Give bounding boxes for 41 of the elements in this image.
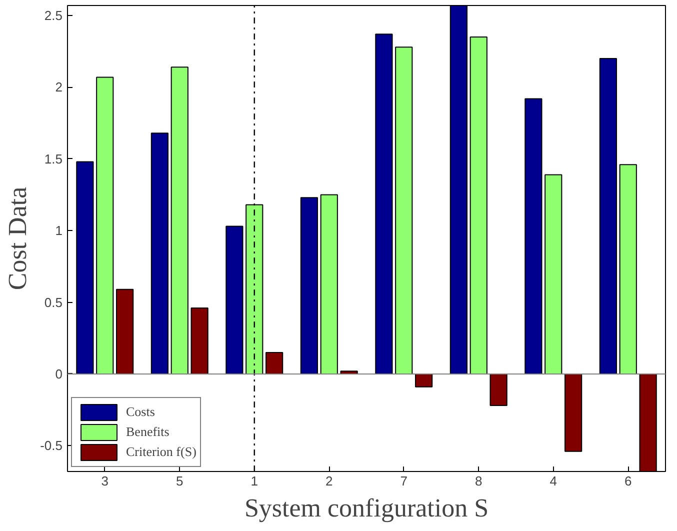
bar xyxy=(96,76,114,374)
bar xyxy=(226,226,244,374)
y-tick-label: 1.5 xyxy=(44,151,63,166)
y-tick-label: 2 xyxy=(55,80,63,95)
y-tick-label: 1 xyxy=(55,223,63,238)
y-tick-label: 0 xyxy=(55,366,63,382)
bar xyxy=(470,36,488,374)
legend-label: Criterion f(S) xyxy=(126,444,196,460)
y-tick-label: 0.5 xyxy=(44,294,63,310)
bar xyxy=(490,374,508,406)
bar xyxy=(266,352,284,374)
bar xyxy=(599,58,617,374)
legend-label: Benefits xyxy=(126,424,170,440)
bar xyxy=(375,34,393,374)
bar xyxy=(116,288,134,374)
y-tick-label: -0.5 xyxy=(40,438,63,454)
y-tick-label: 2.5 xyxy=(44,8,63,24)
x-tick-label: 3 xyxy=(101,474,108,488)
bar xyxy=(170,66,188,374)
x-tick-label: 4 xyxy=(550,474,557,488)
x-tick-label: 2 xyxy=(326,474,333,488)
x-tick-label: 1 xyxy=(250,474,258,488)
x-tick-label: 5 xyxy=(176,474,184,488)
x-axis-title: System configuration S xyxy=(244,494,489,522)
bar xyxy=(190,308,208,374)
bar xyxy=(415,374,433,388)
legend-label: Costs xyxy=(126,404,155,420)
bar xyxy=(320,194,338,374)
bar xyxy=(300,197,318,374)
bar xyxy=(564,374,582,452)
bar xyxy=(639,374,657,472)
bar xyxy=(395,46,413,374)
y-axis-title: Cost Data xyxy=(3,186,32,290)
x-tick-label: 7 xyxy=(400,474,408,488)
bar xyxy=(544,174,562,374)
bar xyxy=(76,161,94,374)
x-tick-label: 8 xyxy=(475,474,482,488)
bar xyxy=(150,132,168,374)
bar xyxy=(619,164,637,374)
bar xyxy=(524,98,542,374)
x-tick-label: 6 xyxy=(624,474,632,488)
